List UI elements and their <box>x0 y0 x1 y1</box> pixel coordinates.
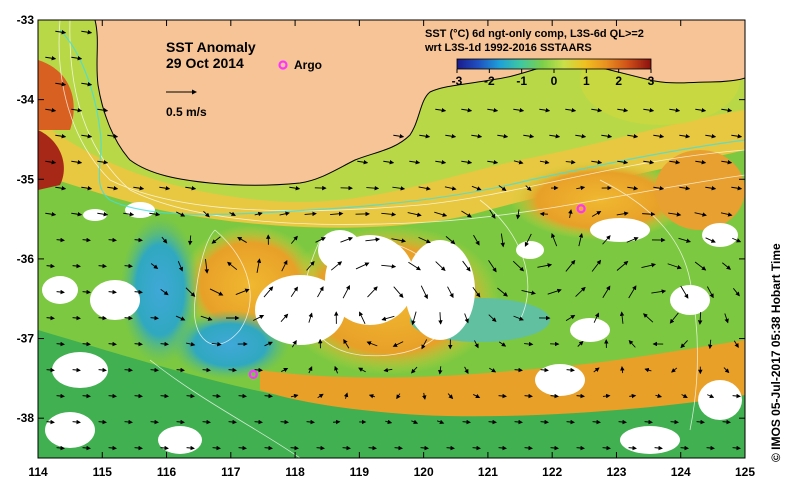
lat-label: -38 <box>17 411 35 425</box>
lon-label: 121 <box>478 465 498 479</box>
lon-label: 124 <box>671 465 691 479</box>
colorbar-tick-label: -2 <box>484 74 495 88</box>
colorbar-tick-label: -3 <box>452 74 463 88</box>
colorbar-tick-label: 1 <box>583 74 590 88</box>
colorbar <box>457 59 651 69</box>
lon-label: 119 <box>350 465 370 479</box>
lon-label: 125 <box>735 465 755 479</box>
lon-label: 122 <box>542 465 562 479</box>
colorbar-tick-label: 2 <box>615 74 622 88</box>
colorbar-title-line2: wrt L3S-1d 1992-2016 SSTAARS <box>424 42 592 54</box>
plot-area[interactable] <box>38 20 745 458</box>
argo-legend-label: Argo <box>294 58 322 72</box>
map-date: 29 Oct 2014 <box>166 55 244 71</box>
lon-label: 114 <box>28 465 48 479</box>
vector-scale-label: 0.5 m/s <box>166 105 207 119</box>
colorbar-tick-label: 3 <box>648 74 655 88</box>
credit-text: © IMOS 05-Jul-2017 05:38 Hobart Time <box>769 243 783 462</box>
lat-label: -34 <box>17 93 35 107</box>
lat-label: -35 <box>17 172 35 186</box>
lat-label: -33 <box>17 13 35 27</box>
lat-label: -37 <box>17 332 35 346</box>
lat-label: -36 <box>17 252 35 266</box>
lon-label: 123 <box>606 465 626 479</box>
lon-label: 118 <box>285 465 305 479</box>
velocity-arrow <box>333 422 340 423</box>
lon-label: 120 <box>414 465 434 479</box>
colorbar-title-line1: SST (°C) 6d ngt-only comp, L3S-6d QL>=2 <box>425 28 644 40</box>
map-title: SST Anomaly <box>166 39 256 55</box>
colorbar-tick-label: 0 <box>551 74 558 88</box>
lon-label: 115 <box>93 465 113 479</box>
lon-label: 116 <box>157 465 177 479</box>
lon-label: 117 <box>221 465 241 479</box>
colorbar-tick-label: -1 <box>516 74 527 88</box>
